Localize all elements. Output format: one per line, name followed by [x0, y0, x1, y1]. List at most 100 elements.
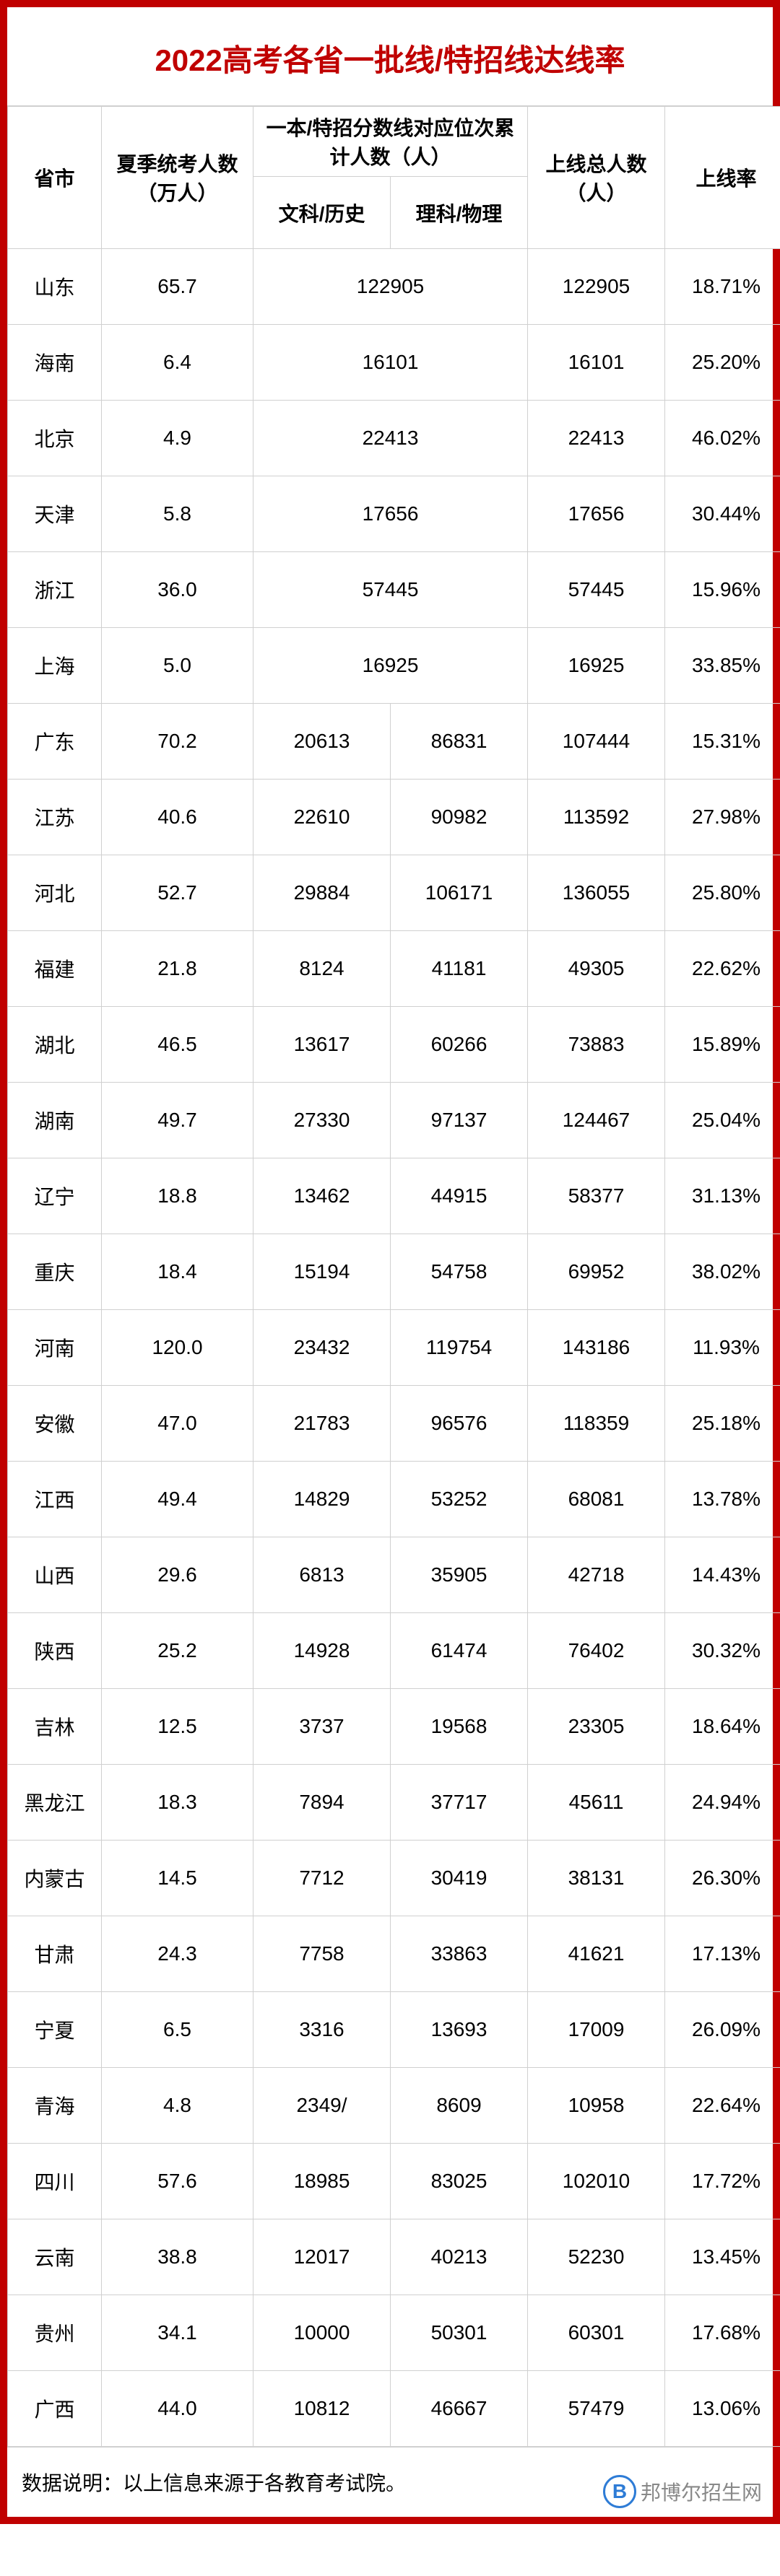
cell-arts: 12017 — [254, 2219, 391, 2295]
cell-qualified: 68081 — [528, 1462, 665, 1537]
cell-arts: 21783 — [254, 1386, 391, 1462]
cell-rate: 15.89% — [665, 1007, 780, 1083]
cell-arts: 10000 — [254, 2295, 391, 2371]
cell-province: 海南 — [8, 325, 102, 401]
cell-rate: 30.44% — [665, 476, 780, 552]
table-row: 甘肃24.37758338634162117.13% — [8, 1916, 780, 1992]
cell-province: 广西 — [8, 2371, 102, 2447]
table-row: 贵州34.110000503016030117.68% — [8, 2295, 780, 2371]
cell-province: 湖北 — [8, 1007, 102, 1083]
header-qualified-total: 上线总人数（人） — [528, 107, 665, 249]
cell-qualified: 16925 — [528, 628, 665, 704]
cell-qualified: 42718 — [528, 1537, 665, 1613]
watermark-text: 邦博尔招生网 — [641, 2477, 762, 2506]
cell-arts: 3316 — [254, 1992, 391, 2068]
cell-province: 广东 — [8, 704, 102, 780]
table-row: 广东70.2206138683110744415.31% — [8, 704, 780, 780]
cell-science: 119754 — [391, 1310, 528, 1386]
cell-qualified: 57479 — [528, 2371, 665, 2447]
cell-province: 重庆 — [8, 1234, 102, 1310]
cell-summer-total: 6.4 — [102, 325, 254, 401]
table-row: 吉林12.53737195682330518.64% — [8, 1689, 780, 1765]
cell-rate: 15.96% — [665, 552, 780, 628]
cell-rate: 11.93% — [665, 1310, 780, 1386]
cell-summer-total: 25.2 — [102, 1613, 254, 1689]
table-row: 江苏40.6226109098211359227.98% — [8, 780, 780, 855]
cell-rate: 17.72% — [665, 2144, 780, 2219]
cell-province: 四川 — [8, 2144, 102, 2219]
cell-qualified: 52230 — [528, 2219, 665, 2295]
cell-rate: 22.62% — [665, 931, 780, 1007]
cell-summer-total: 65.7 — [102, 249, 254, 325]
cell-summer-total: 47.0 — [102, 1386, 254, 1462]
cell-summer-total: 29.6 — [102, 1537, 254, 1613]
cell-qualified: 10958 — [528, 2068, 665, 2144]
cell-science: 19568 — [391, 1689, 528, 1765]
cell-summer-total: 57.6 — [102, 2144, 254, 2219]
cell-province: 湖南 — [8, 1083, 102, 1158]
table-row: 宁夏6.53316136931700926.09% — [8, 1992, 780, 2068]
header-rate: 上线率 — [665, 107, 780, 249]
cell-rate: 13.45% — [665, 2219, 780, 2295]
cell-rate: 25.18% — [665, 1386, 780, 1462]
cell-rate: 33.85% — [665, 628, 780, 704]
cell-science: 46667 — [391, 2371, 528, 2447]
cell-rate: 25.80% — [665, 855, 780, 931]
cell-qualified: 17009 — [528, 1992, 665, 2068]
cell-qualified: 113592 — [528, 780, 665, 855]
cell-rate: 27.98% — [665, 780, 780, 855]
cell-science: 96576 — [391, 1386, 528, 1462]
cell-science: 90982 — [391, 780, 528, 855]
cell-arts: 3737 — [254, 1689, 391, 1765]
cell-summer-total: 44.0 — [102, 2371, 254, 2447]
cell-science: 60266 — [391, 1007, 528, 1083]
cell-province: 浙江 — [8, 552, 102, 628]
table-row: 青海4.82349/86091095822.64% — [8, 2068, 780, 2144]
table-row: 广西44.010812466675747913.06% — [8, 2371, 780, 2447]
page-container: 2022高考各省一批线/特招线达线率 省市 夏季统考人数（万人） 一本/特招分数… — [0, 0, 780, 2524]
cell-science: 53252 — [391, 1462, 528, 1537]
table-row: 河南120.02343211975414318611.93% — [8, 1310, 780, 1386]
cell-summer-total: 5.8 — [102, 476, 254, 552]
table-row: 北京4.9224132241346.02% — [8, 401, 780, 476]
table-row: 福建21.88124411814930522.62% — [8, 931, 780, 1007]
cell-arts: 22610 — [254, 780, 391, 855]
cell-qualified: 49305 — [528, 931, 665, 1007]
cell-arts: 7758 — [254, 1916, 391, 1992]
cell-province: 吉林 — [8, 1689, 102, 1765]
cell-province: 上海 — [8, 628, 102, 704]
cell-qualified: 122905 — [528, 249, 665, 325]
cell-rate: 24.94% — [665, 1765, 780, 1841]
cell-arts: 7894 — [254, 1765, 391, 1841]
cell-merged-score: 57445 — [254, 552, 528, 628]
cell-summer-total: 40.6 — [102, 780, 254, 855]
cell-summer-total: 12.5 — [102, 1689, 254, 1765]
cell-merged-score: 16925 — [254, 628, 528, 704]
cell-science: 33863 — [391, 1916, 528, 1992]
cell-qualified: 41621 — [528, 1916, 665, 1992]
cell-summer-total: 46.5 — [102, 1007, 254, 1083]
cell-arts: 6813 — [254, 1537, 391, 1613]
cell-province: 内蒙古 — [8, 1841, 102, 1916]
cell-science: 8609 — [391, 2068, 528, 2144]
table-row: 内蒙古14.57712304193813126.30% — [8, 1841, 780, 1916]
cell-rate: 30.32% — [665, 1613, 780, 1689]
table-body: 山东65.712290512290518.71%海南6.416101161012… — [8, 249, 780, 2447]
table-row: 重庆18.415194547586995238.02% — [8, 1234, 780, 1310]
cell-qualified: 107444 — [528, 704, 665, 780]
cell-rate: 13.78% — [665, 1462, 780, 1537]
table-row: 湖南49.7273309713712446725.04% — [8, 1083, 780, 1158]
watermark: B 邦博尔招生网 — [603, 2475, 762, 2508]
cell-province: 甘肃 — [8, 1916, 102, 1992]
cell-province: 福建 — [8, 931, 102, 1007]
cell-arts: 14829 — [254, 1462, 391, 1537]
cell-science: 83025 — [391, 2144, 528, 2219]
cell-summer-total: 49.7 — [102, 1083, 254, 1158]
cell-rate: 13.06% — [665, 2371, 780, 2447]
cell-summer-total: 5.0 — [102, 628, 254, 704]
cell-qualified: 57445 — [528, 552, 665, 628]
cell-summer-total: 21.8 — [102, 931, 254, 1007]
header-score-line-group: 一本/特招分数线对应位次累计人数（人） — [254, 107, 528, 177]
cell-province: 河南 — [8, 1310, 102, 1386]
cell-science: 50301 — [391, 2295, 528, 2371]
